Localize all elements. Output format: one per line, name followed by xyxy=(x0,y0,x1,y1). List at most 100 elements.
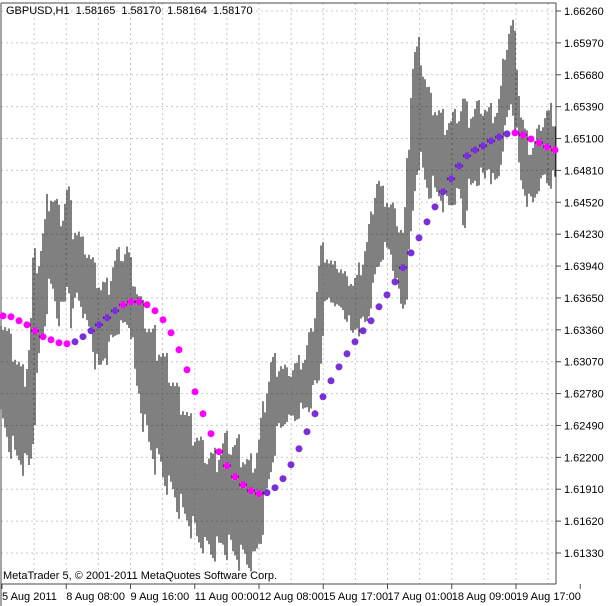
price-tick-label: 1.66260 xyxy=(564,6,604,18)
price-tick-label: 1.65100 xyxy=(564,134,604,146)
ma-dot xyxy=(415,234,423,242)
open-value: 1.58165 xyxy=(75,5,116,17)
ma-dot xyxy=(407,249,415,257)
price-tick-label: 1.65680 xyxy=(564,70,604,82)
ma-dot xyxy=(279,475,287,483)
ma-dot xyxy=(263,489,271,497)
time-tick-label: 15 Aug 17:00 xyxy=(323,591,388,603)
ma-dot xyxy=(135,298,143,306)
ma-dot xyxy=(311,410,319,418)
ma-dot xyxy=(375,303,383,311)
ma-dot xyxy=(335,363,343,371)
ma-dot xyxy=(183,366,191,374)
ma-dot xyxy=(391,278,399,286)
price-tick-label: 1.63360 xyxy=(564,325,604,337)
ma-dot xyxy=(215,448,223,456)
ma-dot xyxy=(23,321,31,329)
price-tick-label: 1.63070 xyxy=(564,357,604,369)
time-tick-label: 8 Aug 08:00 xyxy=(66,591,125,603)
price-tick-label: 1.62780 xyxy=(564,389,604,401)
ma-dot xyxy=(143,301,151,309)
ma-dot xyxy=(351,338,359,346)
price-tick-label: 1.63940 xyxy=(564,261,604,273)
ma-dot xyxy=(431,203,439,211)
ma-dot xyxy=(47,336,55,344)
ma-dot xyxy=(119,301,127,309)
ma-dot xyxy=(399,264,407,272)
ma-dot xyxy=(359,327,367,335)
close-value: 1.58170 xyxy=(212,5,253,17)
ma-dot xyxy=(255,490,263,498)
low-value: 1.58164 xyxy=(167,5,207,17)
ma-dot xyxy=(63,340,71,348)
ma-dot xyxy=(287,461,295,469)
ma-dot xyxy=(87,327,95,335)
copyright-label: MetaTrader 5, © 2001-2011 MetaQuotes Sof… xyxy=(3,570,278,582)
price-tick-label: 1.61910 xyxy=(564,484,604,496)
ma-dot xyxy=(319,393,327,401)
ma-dot xyxy=(191,388,199,396)
ma-dot xyxy=(7,313,15,321)
price-tick-label: 1.63650 xyxy=(564,293,604,305)
ma-dot xyxy=(223,462,231,470)
ma-dot xyxy=(15,317,23,325)
ma-dot xyxy=(343,350,351,358)
ma-dot xyxy=(423,218,431,226)
ma-dot xyxy=(199,410,207,418)
chart-header: GBPUSD,H1 1.58165 1.58170 1.58164 1.58170 xyxy=(6,5,259,17)
ma-dot xyxy=(31,327,39,335)
ma-dot xyxy=(487,137,495,145)
price-tick-label: 1.62200 xyxy=(564,452,604,464)
time-tick-label: 18 Aug 09:00 xyxy=(452,591,517,603)
ma-dot xyxy=(0,312,7,320)
price-tick-label: 1.61330 xyxy=(564,548,604,560)
ma-dot xyxy=(383,291,391,299)
time-tick-label: 5 Aug 2011 xyxy=(2,591,57,603)
ma-dot xyxy=(271,484,279,492)
ma-dot xyxy=(39,333,47,341)
high-value: 1.58170 xyxy=(121,5,162,17)
ma-dot xyxy=(327,377,335,385)
price-tick-label: 1.64520 xyxy=(564,197,604,209)
ma-dot xyxy=(519,131,527,139)
price-tick-label: 1.64810 xyxy=(564,165,604,177)
ma-dot xyxy=(79,333,87,341)
ma-dot xyxy=(231,473,239,481)
time-tick-label: 17 Aug 01:00 xyxy=(388,591,453,603)
ma-dot xyxy=(247,487,255,495)
ma-dot xyxy=(303,428,311,436)
ma-dot xyxy=(463,152,471,160)
ma-dot xyxy=(175,346,183,354)
ma-dot xyxy=(103,314,111,322)
ma-dot xyxy=(503,130,511,138)
ma-dot xyxy=(159,316,167,324)
ma-dot xyxy=(455,162,463,170)
ma-dot xyxy=(471,146,479,154)
ma-dot xyxy=(479,142,487,150)
time-tick-label: 11 Aug 00:00 xyxy=(195,591,259,603)
ma-dot xyxy=(127,298,135,306)
ma-dot xyxy=(295,445,303,453)
ma-dot xyxy=(447,175,455,183)
time-tick-label: 9 Aug 16:00 xyxy=(131,591,190,603)
ma-dot xyxy=(95,321,103,329)
price-tick-label: 1.65390 xyxy=(564,102,604,114)
ma-dot xyxy=(527,135,535,143)
symbol-period-label: GBPUSD,H1 xyxy=(6,5,70,17)
ma-dot xyxy=(55,339,63,347)
ma-dot xyxy=(71,338,79,346)
time-tick-label: 19 Aug 17:00 xyxy=(516,591,581,603)
ma-dot xyxy=(207,430,215,438)
ma-dot xyxy=(543,143,551,151)
ma-dot xyxy=(439,188,447,196)
ma-dot xyxy=(535,139,543,147)
ma-dot xyxy=(551,146,559,154)
ma-dot xyxy=(111,307,119,315)
price-tick-label: 1.64230 xyxy=(564,229,604,241)
ma-dot xyxy=(239,481,247,489)
price-tick-label: 1.62490 xyxy=(564,420,604,432)
ma-dot xyxy=(495,133,503,141)
time-tick-label: 12 Aug 08:00 xyxy=(259,591,324,603)
